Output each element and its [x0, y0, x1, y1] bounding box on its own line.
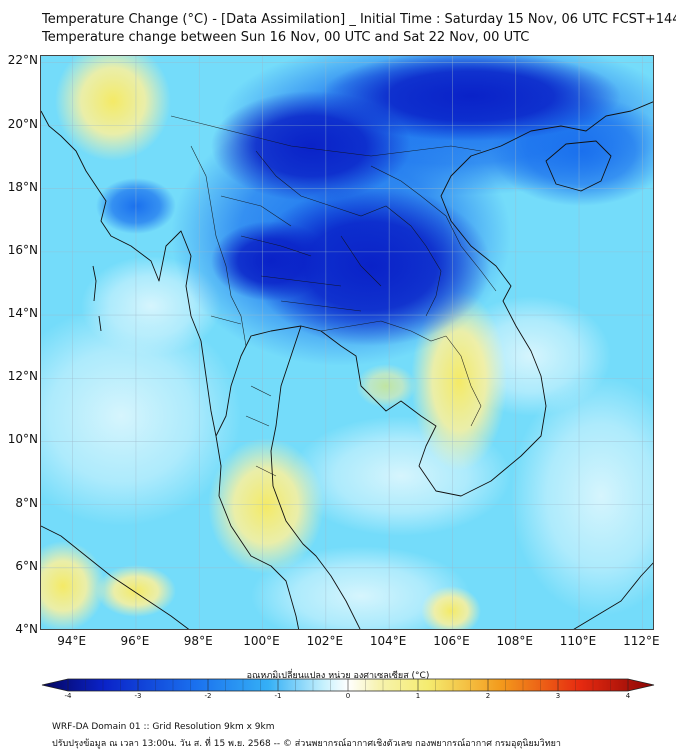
colorbar	[41, 678, 655, 692]
map-panel[interactable]	[40, 55, 654, 630]
cold-core-guangxi	[321, 56, 621, 141]
colorbar-tick-label: -4	[64, 692, 72, 700]
border-china-south	[170, 115, 482, 157]
colorbar-tick-label: 4	[625, 692, 631, 700]
border-thailand-cambodia	[320, 320, 447, 342]
colorbar-tick-label: 3	[555, 692, 561, 700]
warm-zone-south-sea	[421, 586, 481, 629]
border-myanmar-thailand	[190, 145, 247, 347]
coastline-hainan	[545, 140, 612, 192]
latitude-label: 14°N	[7, 306, 38, 321]
border-thailand-laos	[255, 150, 442, 317]
coastline-andaman-islands	[92, 265, 102, 332]
longitude-label: 94°E	[57, 634, 87, 648]
warm-zone-sumatra-west	[41, 541, 105, 629]
longitude-label: 96°E	[120, 634, 150, 648]
longitude-label: 100°E	[243, 634, 280, 648]
latitude-label: 16°N	[7, 242, 38, 257]
graticule	[41, 56, 653, 629]
coastline-gulf-thailand	[215, 145, 547, 497]
footer-model-info: WRF-DA Domain 01 :: Grid Resolution 9km …	[52, 722, 275, 732]
latitude-label: 4°N	[15, 622, 38, 636]
footer-update-info: ปรับปรุงข้อมูล ณ เวลา 13:00น. วัน ส. ที่…	[52, 739, 561, 749]
coastline-borneo	[573, 562, 653, 629]
colorbar-tick-label: 2	[485, 692, 491, 700]
warm-zone-peninsula	[208, 438, 324, 574]
border-province-lines	[210, 195, 382, 477]
coastline-peninsula-west	[215, 435, 300, 629]
colorbar-tick-label: 1	[415, 692, 421, 700]
country-borders	[170, 115, 497, 477]
pale-zone-andaman	[41, 306, 241, 526]
coastline-myanmar-west	[41, 110, 217, 437]
coastline-south-china	[500, 101, 653, 147]
coastlines	[41, 101, 653, 629]
warm-zone-small	[356, 364, 416, 408]
latitude-label: 18°N	[7, 179, 38, 194]
colorbar-tick-label: -1	[274, 692, 282, 700]
cold-core-central	[211, 221, 331, 301]
latitude-label: 22°N	[7, 53, 38, 68]
coastline-peninsula-east	[270, 325, 361, 629]
border-cambodia-vietnam	[445, 335, 482, 427]
border-laos-vietnam	[370, 165, 497, 292]
longitude-label: 110°E	[559, 634, 597, 648]
warm-zone-northwest	[55, 56, 171, 161]
colorbar-tick-label: 0	[345, 692, 351, 700]
latitude-label: 10°N	[7, 432, 38, 447]
colorbar-ticks	[67, 679, 629, 691]
longitude-label: 108°E	[496, 634, 533, 648]
latitude-label: 6°N	[15, 558, 38, 573]
temperature-map	[41, 56, 653, 629]
colorbar-tick-label: -3	[134, 692, 142, 700]
latitude-label: 8°N	[15, 495, 38, 510]
pale-zone-east-sea	[511, 376, 653, 616]
pale-zone-south	[251, 546, 471, 629]
longitude-label: 98°E	[183, 634, 213, 648]
latitude-label: 12°N	[7, 369, 38, 384]
latitude-label: 20°N	[7, 116, 38, 131]
colorbar-tick-label: -2	[204, 692, 212, 700]
longitude-label: 104°E	[369, 634, 407, 648]
longitude-label: 102°E	[306, 634, 344, 648]
map-title: Temperature Change (°C) - [Data Assimila…	[42, 12, 676, 27]
map-subtitle: Temperature change between Sun 16 Nov, 0…	[42, 30, 530, 45]
longitude-label: 112°E	[623, 634, 660, 648]
coastline-sumatra	[41, 525, 190, 629]
longitude-label: 106°E	[433, 634, 470, 648]
colorbar-label: อุณหภูมิเปลี่ยนแปลง หน่วย องศาเซลเซียส (…	[246, 671, 430, 681]
